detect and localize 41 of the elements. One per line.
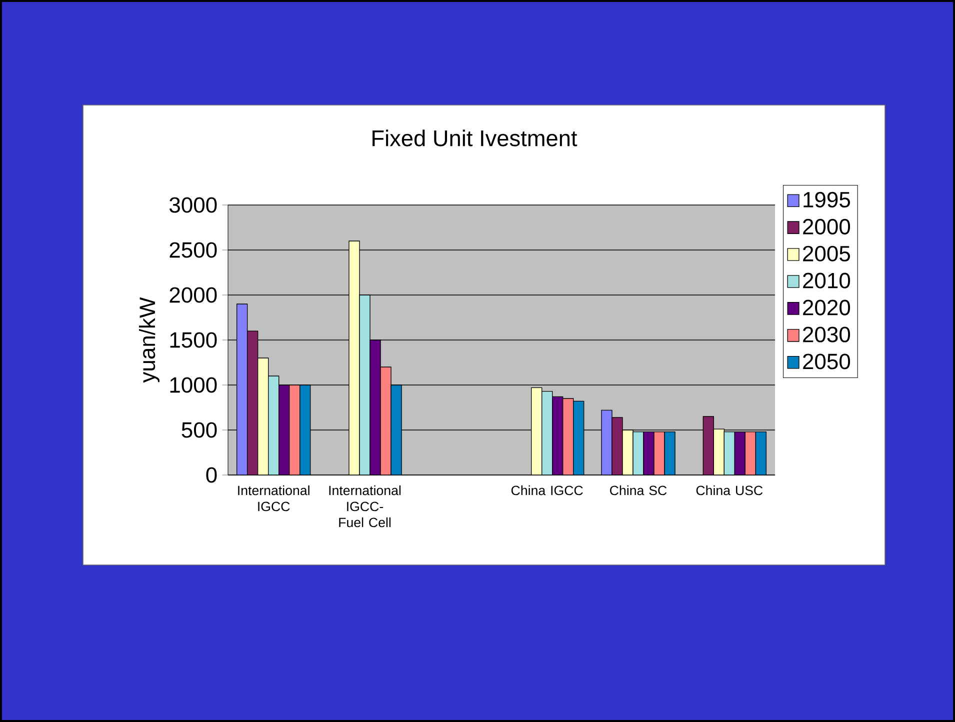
x-tick-label: China USC [696, 485, 763, 496]
bar [236, 304, 248, 475]
legend-label: 2010 [803, 272, 850, 288]
bar [573, 400, 584, 475]
y-tick-label: 500 [182, 422, 217, 438]
bar [724, 431, 736, 475]
bar [734, 431, 746, 475]
legend-label: 2050 [803, 354, 850, 370]
bar [278, 384, 290, 475]
y-tick-label: 1000 [170, 377, 217, 393]
bar [359, 294, 370, 475]
bar [744, 431, 756, 475]
x-tick-label: China IGCC [511, 485, 583, 496]
bar [268, 376, 280, 475]
legend-label: 2005 [803, 246, 850, 262]
y-tick-label: 2500 [170, 242, 217, 258]
x-tick-label: China SC [610, 485, 667, 496]
legend-label: 2030 [803, 326, 850, 342]
y-tick-label: 2000 [170, 287, 217, 303]
bar [542, 390, 553, 475]
y-axis-title: yuan/kW [139, 297, 160, 383]
bar [348, 240, 360, 475]
y-tick-label: 3000 [170, 197, 217, 213]
bar [713, 428, 725, 475]
bar [300, 384, 311, 475]
y-tick-label: 0 [206, 467, 217, 483]
legend-label: 2020 [803, 300, 850, 316]
bar [257, 358, 269, 475]
legend-label: 2000 [803, 218, 850, 234]
bar [380, 366, 392, 475]
bar [552, 396, 564, 475]
bar [562, 398, 574, 475]
bar [530, 387, 542, 475]
x-tick-label: International IGCC-Fuel Cell [329, 485, 401, 528]
y-tick-label: 1500 [170, 332, 217, 348]
x-tick-label: International IGCC [238, 485, 310, 512]
chart-title: Fixed Unit Ivestment [372, 130, 578, 146]
bar [755, 431, 767, 475]
legend-label: 1995 [804, 192, 850, 208]
bar [370, 340, 381, 475]
bar [289, 384, 300, 475]
